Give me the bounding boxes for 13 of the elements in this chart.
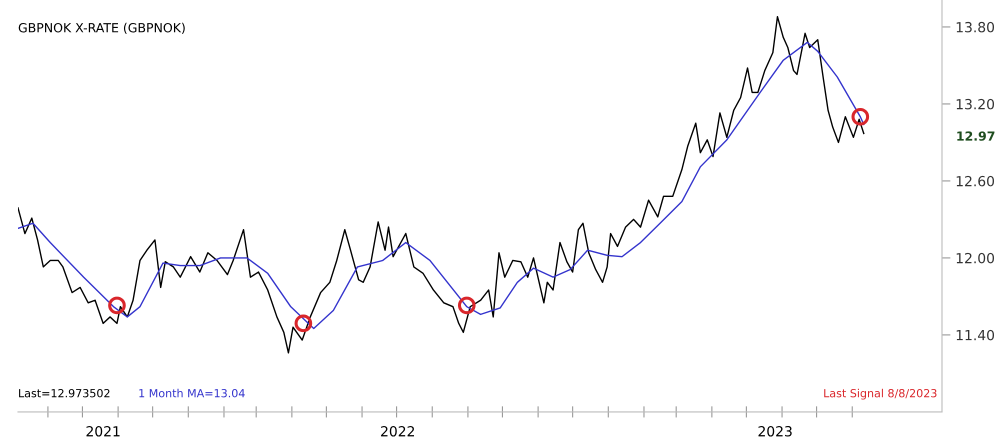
y-tick-label: 13.20 bbox=[956, 98, 994, 110]
text: Last=12.973502 bbox=[19, 388, 110, 398]
text: GBPNOK X-RATE (GBPNOK) bbox=[18, 22, 185, 34]
y-tick-label: 12.60 bbox=[956, 176, 994, 186]
text: 1 Month MA=13.04 bbox=[139, 388, 245, 398]
annotation: Last Signal 8/8/2023 bbox=[824, 388, 936, 400]
y-tick-label: 11.40 bbox=[956, 330, 994, 340]
y-tick-label: 12.00 bbox=[956, 252, 994, 264]
text: 12.97 bbox=[957, 131, 994, 141]
x-tick-label: 2022 bbox=[381, 426, 414, 437]
y-tick-label: 13.80 bbox=[956, 22, 994, 32]
x-tick-label: 2021 bbox=[86, 426, 120, 437]
x-tick-label: 2023 bbox=[758, 426, 792, 437]
